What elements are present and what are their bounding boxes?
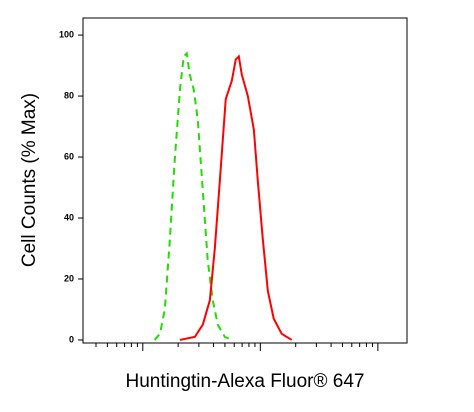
y-tick-label: 40 (64, 212, 74, 222)
y-tick-label: 20 (64, 273, 74, 283)
plot-frame (82, 17, 408, 344)
y-tick-label: 100 (59, 29, 74, 39)
x-axis-title: Huntingtin-Alexa Fluor® 647 (126, 371, 365, 392)
y-tick-label: 80 (64, 90, 74, 100)
series-line (153, 51, 233, 341)
y-axis-title: Cell Counts (% Max) (19, 93, 40, 267)
y-tick-label: 0 (69, 334, 74, 344)
series-line (179, 54, 293, 341)
y-tick-label: 60 (64, 151, 74, 161)
